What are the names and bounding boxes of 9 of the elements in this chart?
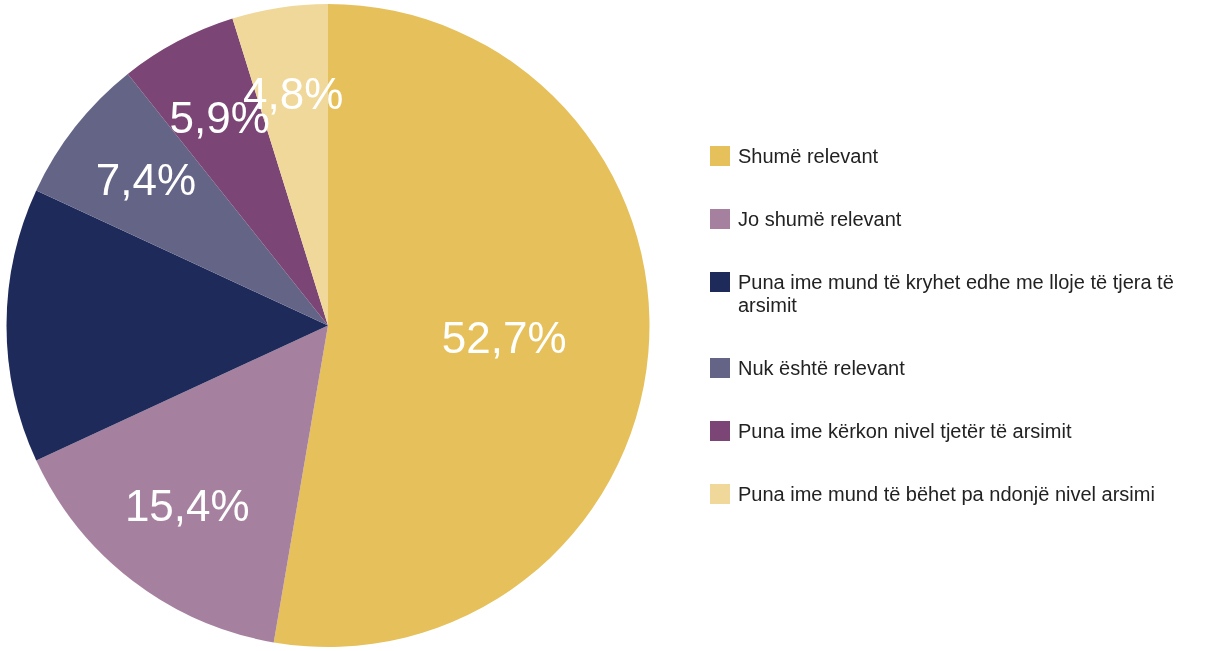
data-label: 7,4% [95, 154, 197, 204]
legend-label: Nuk është relevant [738, 357, 905, 380]
legend-label: Jo shumë relevant [738, 208, 902, 231]
legend-label: Puna ime mund të kryhet edhe me lloje të tjera të arsimit [738, 271, 1175, 317]
legend-label: Puna ime mund të bëhet pa ndonjë nivel arsimi [738, 483, 1155, 506]
legend-label: Puna ime kërkon nivel tjetër të arsimit [738, 420, 1072, 443]
data-label: 52,7% [441, 312, 567, 362]
legend-label: Shumë relevant [738, 145, 879, 168]
data-label: 15,4% [124, 481, 250, 531]
